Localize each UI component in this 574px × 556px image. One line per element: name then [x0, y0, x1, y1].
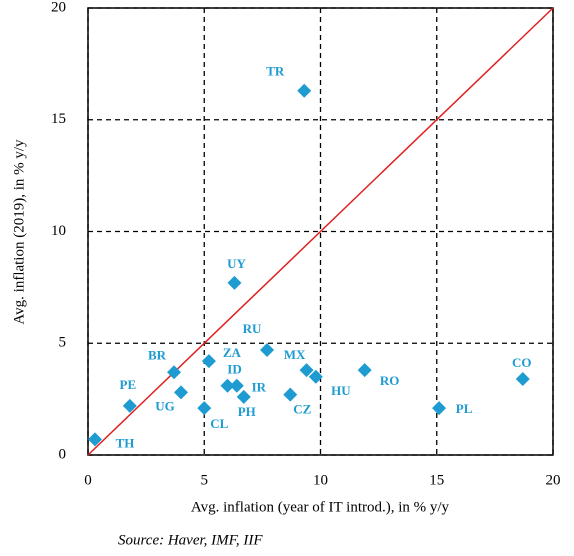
point-label: UY — [227, 256, 246, 271]
point-label: CL — [210, 416, 228, 431]
point — [227, 275, 242, 290]
plot-border — [87, 7, 554, 456]
point-label: ZA — [223, 345, 242, 360]
point — [432, 401, 447, 416]
y-tick-label: 20 — [51, 0, 66, 15]
point-label: RO — [380, 373, 400, 388]
point — [201, 354, 216, 369]
point — [220, 378, 235, 393]
point — [197, 401, 212, 416]
y-tick-label: 5 — [59, 335, 67, 351]
point — [87, 432, 102, 447]
x-axis-label: Avg. inflation (year of IT introd.), in … — [191, 499, 450, 515]
y-tick-label: 0 — [59, 446, 67, 462]
point-label: ID — [227, 362, 241, 377]
point-label: PE — [120, 377, 137, 392]
x-tick-label: 20 — [546, 472, 561, 488]
y-tick-label: 10 — [51, 223, 66, 239]
point-label: PH — [238, 404, 256, 419]
y-axis-label: Avg. inflation (2019), in % y/y — [11, 139, 27, 325]
point-label: IR — [252, 380, 267, 395]
x-tick-label: 5 — [201, 472, 209, 488]
point — [515, 372, 530, 387]
point-label: RU — [243, 321, 262, 336]
x-tick-label: 10 — [313, 472, 328, 488]
point — [260, 342, 275, 357]
point-label: MX — [284, 347, 306, 362]
x-tick-label: 0 — [84, 472, 92, 488]
point-label: CZ — [293, 402, 311, 417]
point — [236, 389, 251, 404]
point-label: PL — [456, 401, 473, 416]
point-label: UG — [155, 398, 175, 413]
diagonal-line — [87, 7, 554, 456]
point-label: CO — [512, 355, 532, 370]
source: Source: Haver, IMF, IIF — [118, 532, 263, 548]
point — [229, 378, 244, 393]
x-tick-label: 15 — [429, 472, 444, 488]
y-tick-label: 15 — [51, 111, 66, 127]
point — [122, 398, 137, 413]
point-label: TH — [116, 435, 135, 450]
point — [167, 365, 182, 380]
point — [299, 363, 314, 378]
point — [174, 385, 188, 400]
point — [357, 363, 372, 378]
point — [297, 83, 312, 98]
point-label: HU — [331, 383, 351, 398]
point-label: TR — [266, 64, 285, 79]
point — [308, 369, 323, 384]
point-label: BR — [148, 347, 167, 362]
point — [283, 387, 298, 402]
